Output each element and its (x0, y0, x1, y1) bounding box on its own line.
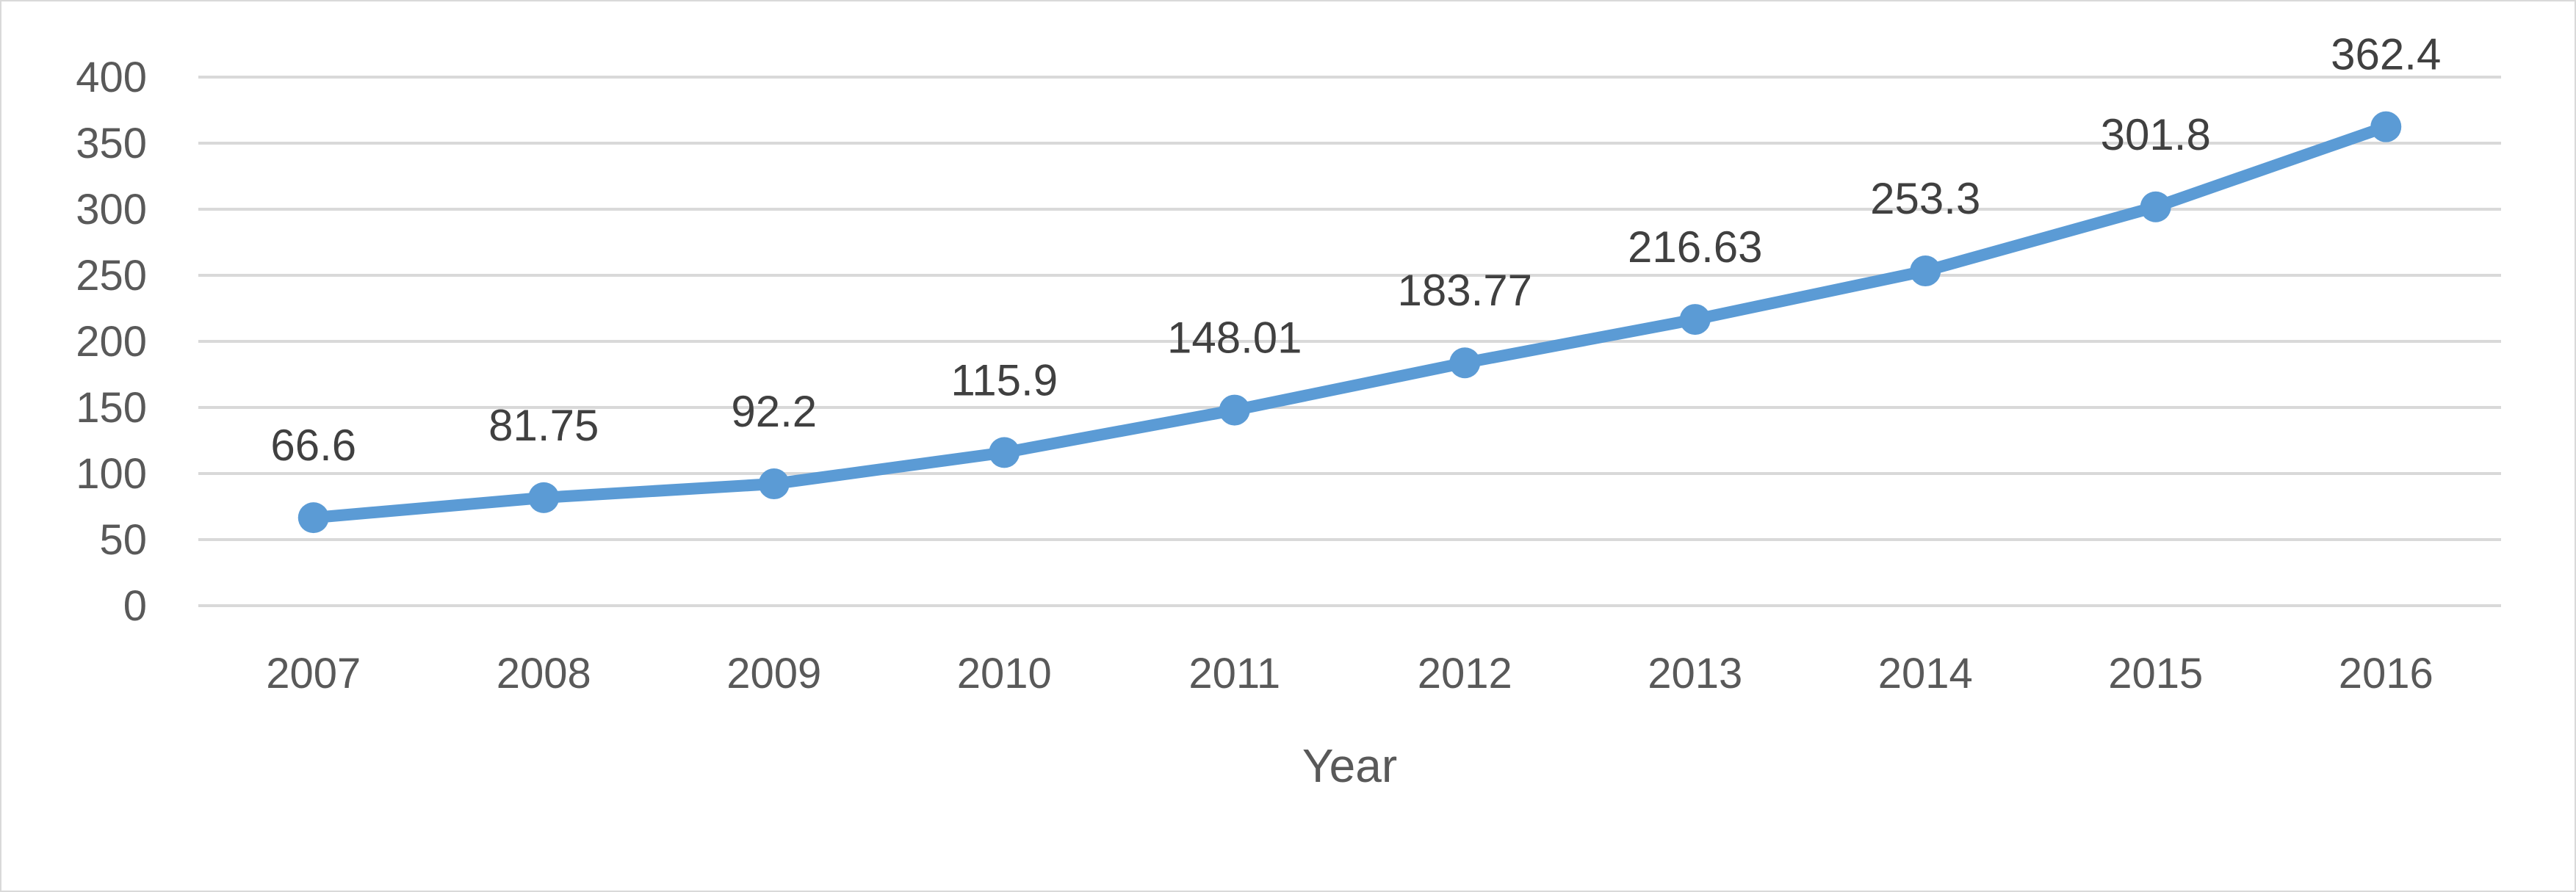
gridlines (198, 76, 2501, 607)
y-tick-label: 200 (76, 318, 147, 366)
data-label: 216.63 (1628, 222, 1763, 272)
data-point (297, 502, 329, 534)
data-point (528, 482, 560, 513)
data-label: 183.77 (1397, 266, 1532, 315)
data-label: 253.3 (1870, 174, 1980, 223)
y-tick-label: 100 (76, 450, 147, 498)
data-point (1219, 394, 1250, 426)
data-label: 301.8 (2101, 110, 2211, 159)
data-point (1449, 347, 1481, 379)
data-point (1910, 255, 1941, 287)
y-tick-label: 400 (76, 54, 147, 101)
data-label: 66.6 (270, 421, 356, 470)
x-tick-label: 2011 (1188, 650, 1280, 697)
data-point (2140, 191, 2171, 222)
y-tick-label: 50 (99, 516, 147, 564)
y-tick-label: 350 (76, 120, 147, 167)
x-tick-label: 2008 (497, 650, 591, 697)
y-axis-ticks: 0 50 100 150 200 250 300 350 400 (76, 54, 147, 630)
data-label: 148.01 (1167, 313, 1302, 363)
data-point (989, 437, 1020, 468)
series-line (307, 120, 2392, 524)
data-point (1679, 304, 1711, 336)
x-tick-label: 2015 (2108, 650, 2203, 697)
y-tick-label: 250 (76, 252, 147, 300)
x-tick-label: 2007 (266, 650, 361, 697)
data-point (2370, 111, 2402, 142)
data-label: 362.4 (2331, 30, 2441, 79)
x-tick-label: 2012 (1418, 650, 1512, 697)
data-label: 81.75 (488, 401, 599, 450)
data-point (758, 468, 790, 500)
x-tick-label: 2013 (1648, 650, 1742, 697)
y-tick-label: 300 (76, 186, 147, 233)
y-tick-label: 150 (76, 384, 147, 432)
data-label: 115.9 (950, 355, 1058, 405)
data-labels: 66.6 81.75 92.2 115.9 148.01 183.77 216.63 253.… (270, 30, 2441, 470)
x-axis-title: Year (1302, 739, 1397, 792)
x-tick-label: 2010 (957, 650, 1052, 697)
y-tick-label: 0 (123, 582, 147, 630)
x-tick-label: 2009 (726, 650, 821, 697)
series-layer (297, 111, 2402, 534)
x-tick-label: 2016 (2339, 650, 2434, 697)
x-tick-label: 2014 (1878, 650, 1973, 697)
data-label: 92.2 (731, 387, 817, 436)
x-axis-ticks: 2007 2008 2009 2010 2011 2012 2013 2014 2015 2016 (266, 650, 2434, 697)
